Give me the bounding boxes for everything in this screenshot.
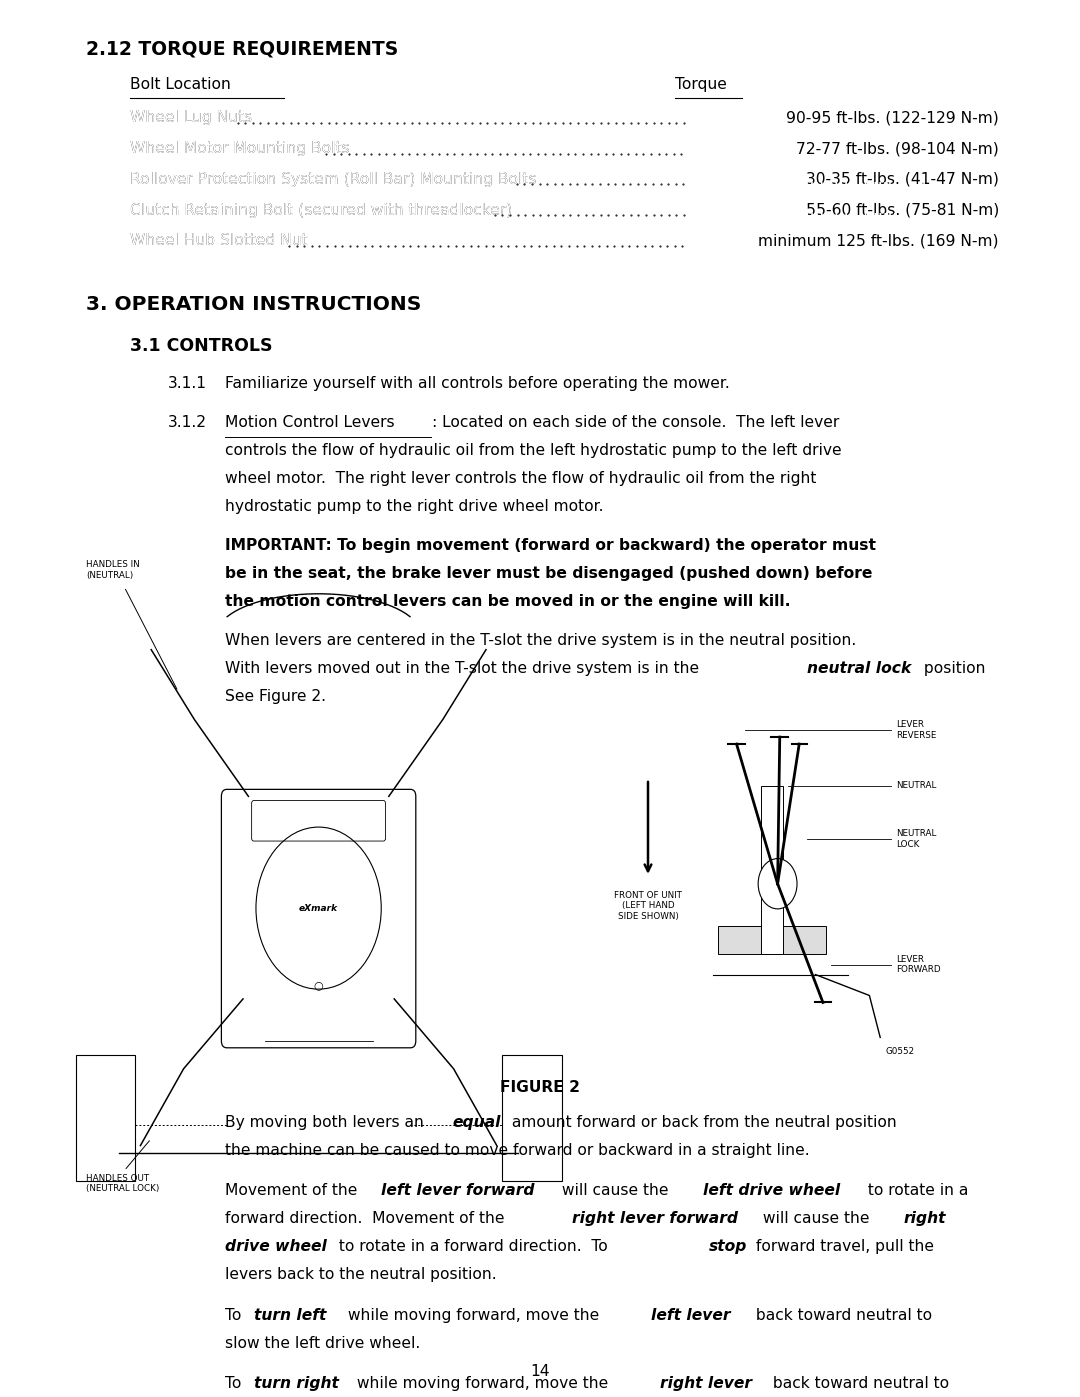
Text: Wheel Motor Mounting Bolts: Wheel Motor Mounting Bolts <box>130 141 349 156</box>
Text: FIGURE 2: FIGURE 2 <box>500 1080 580 1095</box>
Text: turn left: turn left <box>254 1308 326 1323</box>
Text: the machine can be caused to move forward or backward in a straight line.: the machine can be caused to move forwar… <box>225 1143 809 1158</box>
Text: Bolt Location: Bolt Location <box>130 77 230 92</box>
Text: 14: 14 <box>530 1365 550 1379</box>
Text: To: To <box>225 1308 246 1323</box>
Text: Wheel Motor Mounting Bolts......................................................: Wheel Motor Mounting Bolts..............… <box>130 141 739 156</box>
Text: right: right <box>904 1211 946 1227</box>
Text: slow the left drive wheel.: slow the left drive wheel. <box>225 1336 420 1351</box>
Bar <box>718 926 826 954</box>
Text: Clutch Retaining Bolt (secured with threadlocker): Clutch Retaining Bolt (secured with thre… <box>130 203 512 218</box>
Text: back toward neutral to: back toward neutral to <box>768 1376 949 1391</box>
Text: FRONT OF UNIT
(LEFT HAND
SIDE SHOWN): FRONT OF UNIT (LEFT HAND SIDE SHOWN) <box>615 891 681 921</box>
Text: 3.1 CONTROLS: 3.1 CONTROLS <box>130 337 272 355</box>
Text: will cause the: will cause the <box>557 1183 674 1199</box>
Text: Torque: Torque <box>675 77 727 92</box>
Text: Wheel Lug Nuts: Wheel Lug Nuts <box>130 110 252 126</box>
Text: NEUTRAL: NEUTRAL <box>896 781 936 791</box>
Text: while moving forward, move the: while moving forward, move the <box>343 1308 605 1323</box>
Text: hydrostatic pump to the right drive wheel motor.: hydrostatic pump to the right drive whee… <box>225 499 603 514</box>
Text: left drive wheel: left drive wheel <box>703 1183 840 1199</box>
Text: ○: ○ <box>313 979 324 990</box>
Circle shape <box>758 859 797 909</box>
Text: to rotate in a forward direction.  To: to rotate in a forward direction. To <box>334 1239 612 1255</box>
Text: equal: equal <box>453 1115 501 1130</box>
Text: eXmark: eXmark <box>299 904 338 912</box>
Text: neutral lock: neutral lock <box>807 661 912 676</box>
Text: will cause the: will cause the <box>758 1211 875 1227</box>
Text: Clutch Retaining Bolt (secured with threadlocker)...............................: Clutch Retaining Bolt (secured with thre… <box>130 203 902 218</box>
Text: LEVER
REVERSE: LEVER REVERSE <box>896 721 936 740</box>
Text: right lever forward: right lever forward <box>572 1211 739 1227</box>
Text: Movement of the: Movement of the <box>225 1183 362 1199</box>
Text: 30-35 ft-lbs. (41-47 N-m): 30-35 ft-lbs. (41-47 N-m) <box>806 172 999 187</box>
Text: 3.1.1: 3.1.1 <box>167 376 206 391</box>
Text: IMPORTANT: To begin movement (forward or backward) the operator must: IMPORTANT: To begin movement (forward or… <box>225 538 876 553</box>
Bar <box>761 787 783 954</box>
Text: LEVER
FORWARD: LEVER FORWARD <box>896 956 941 975</box>
Text: 90-95 ft-lbs. (122-129 N-m): 90-95 ft-lbs. (122-129 N-m) <box>786 110 999 126</box>
Text: 2.12 TORQUE REQUIREMENTS: 2.12 TORQUE REQUIREMENTS <box>86 39 399 59</box>
Text: NEUTRAL
LOCK: NEUTRAL LOCK <box>896 830 936 849</box>
Bar <box>76 1055 135 1180</box>
Text: Familiarize yourself with all controls before operating the mower.: Familiarize yourself with all controls b… <box>225 376 729 391</box>
Text: forward direction.  Movement of the: forward direction. Movement of the <box>225 1211 509 1227</box>
Text: Rollover Protection System (Roll Bar) Mounting Bolts............................: Rollover Protection System (Roll Bar) Mo… <box>130 172 927 187</box>
Text: amount forward or back from the neutral position: amount forward or back from the neutral … <box>507 1115 896 1130</box>
Text: HANDLES IN
(NEUTRAL): HANDLES IN (NEUTRAL) <box>86 560 140 580</box>
Text: 3. OPERATION INSTRUCTIONS: 3. OPERATION INSTRUCTIONS <box>86 295 422 314</box>
Text: controls the flow of hydraulic oil from the left hydrostatic pump to the left dr: controls the flow of hydraulic oil from … <box>225 443 841 458</box>
Text: Rollover Protection System (Roll Bar) Mounting Bolts: Rollover Protection System (Roll Bar) Mo… <box>130 172 536 187</box>
Text: See Figure 2.: See Figure 2. <box>225 689 326 704</box>
Text: levers back to the neutral position.: levers back to the neutral position. <box>225 1267 497 1282</box>
Text: 3.1.2: 3.1.2 <box>167 415 206 430</box>
Text: drive wheel: drive wheel <box>225 1239 326 1255</box>
Text: minimum 125 ft-lbs. (169 N-m): minimum 125 ft-lbs. (169 N-m) <box>758 233 999 249</box>
Text: to rotate in a: to rotate in a <box>863 1183 969 1199</box>
Text: G0552: G0552 <box>886 1048 915 1056</box>
Text: 55-60 ft-lbs. (75-81 N-m): 55-60 ft-lbs. (75-81 N-m) <box>806 203 999 218</box>
Text: left lever forward: left lever forward <box>381 1183 535 1199</box>
Text: : Located on each side of the console.  The left lever: : Located on each side of the console. T… <box>432 415 839 430</box>
Text: while moving forward, move the: while moving forward, move the <box>352 1376 613 1391</box>
Text: To: To <box>225 1376 246 1391</box>
Text: 72-77 ft-lbs. (98-104 N-m): 72-77 ft-lbs. (98-104 N-m) <box>796 141 999 156</box>
Text: When levers are centered in the T-slot the drive system is in the neutral positi: When levers are centered in the T-slot t… <box>225 633 855 648</box>
Text: be in the seat, the brake lever must be disengaged (pushed down) before: be in the seat, the brake lever must be … <box>225 566 872 581</box>
Text: With levers moved out in the T-slot the drive system is in the: With levers moved out in the T-slot the … <box>225 661 704 676</box>
Text: forward travel, pull the: forward travel, pull the <box>751 1239 933 1255</box>
Text: stop: stop <box>708 1239 747 1255</box>
Text: back toward neutral to: back toward neutral to <box>751 1308 932 1323</box>
Text: position: position <box>919 661 986 676</box>
Bar <box>502 1055 562 1180</box>
Text: HANDLES OUT
(NEUTRAL LOCK): HANDLES OUT (NEUTRAL LOCK) <box>86 1173 160 1193</box>
Text: Wheel Hub Slotted Nut...........................................................: Wheel Hub Slotted Nut...................… <box>130 233 697 249</box>
Text: turn right: turn right <box>254 1376 339 1391</box>
Text: Wheel Hub Slotted Nut: Wheel Hub Slotted Nut <box>130 233 307 249</box>
Text: the motion control levers can be moved in or the engine will kill.: the motion control levers can be moved i… <box>225 594 791 609</box>
Text: left lever: left lever <box>651 1308 731 1323</box>
Text: Motion Control Levers: Motion Control Levers <box>225 415 394 430</box>
Text: Wheel Lug Nuts..................................................................: Wheel Lug Nuts..........................… <box>130 110 642 126</box>
Text: wheel motor.  The right lever controls the flow of hydraulic oil from the right: wheel motor. The right lever controls th… <box>225 471 816 486</box>
Text: right lever: right lever <box>660 1376 752 1391</box>
Text: By moving both levers an: By moving both levers an <box>225 1115 429 1130</box>
